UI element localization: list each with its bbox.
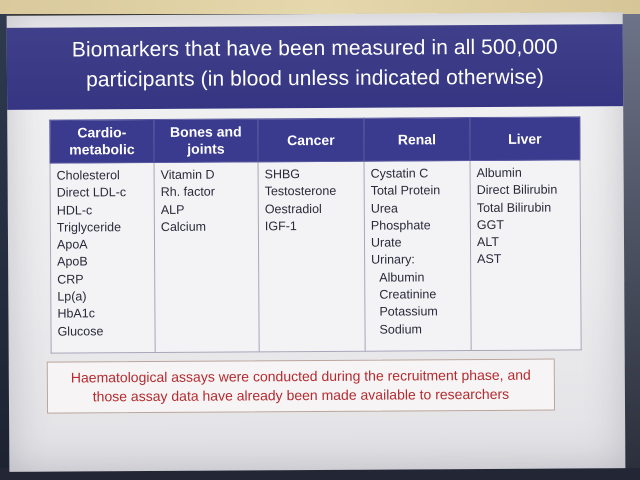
- list-item: IGF-1: [264, 219, 297, 234]
- list-item: GGT: [476, 217, 505, 232]
- list-item: HbA1c: [57, 306, 96, 321]
- list-item: Direct Bilirubin: [476, 182, 558, 198]
- list-item: Calcium: [160, 219, 207, 234]
- biomarker-table: Cardio- metabolic Bones and joints Cance…: [49, 116, 582, 354]
- slide-title: Biomarkers that have been measured in al…: [71, 35, 558, 92]
- list-item: Total Bilirubin: [476, 200, 552, 215]
- list-item: Urinary:: [371, 252, 415, 268]
- list-item: Potassium: [379, 304, 438, 319]
- column-cardiometabolic: Cholesterol Direct LDL-c HDL-c Triglycer…: [50, 162, 156, 354]
- header-renal: Renal: [363, 117, 471, 162]
- list-item: Lp(a): [57, 289, 87, 304]
- note-box: Haematological assays were conducted dur…: [46, 358, 556, 414]
- room-right-edge: [622, 14, 640, 480]
- list-item: ALT: [476, 235, 500, 250]
- list-item: ApoA: [56, 237, 88, 252]
- list-item: Albumin: [379, 270, 425, 285]
- table-header-row: Cardio- metabolic Bones and joints Cance…: [49, 116, 581, 164]
- list-item: ApoB: [57, 254, 88, 270]
- list-item: Phosphate: [370, 218, 431, 233]
- list-item: HDL-c: [56, 202, 93, 218]
- list-item: Direct LDL-c: [56, 185, 127, 200]
- list-item: Cystatin C: [370, 166, 429, 181]
- list-item: Rh. factor: [160, 184, 215, 200]
- list-item: Urate: [370, 235, 402, 250]
- wall-background: [0, 0, 640, 14]
- list-item: AST: [477, 252, 502, 267]
- note-text: Haematological assays were conducted dur…: [70, 366, 531, 405]
- header-cancer: Cancer: [257, 118, 365, 162]
- list-item: Total Protein: [370, 183, 441, 198]
- list-item: Triglyceride: [56, 220, 122, 235]
- list-item: Oestradiol: [264, 201, 322, 216]
- column-bones-joints: Vitamin D Rh. factor ALP Calcium: [154, 161, 260, 353]
- list-item: SHBG: [264, 167, 301, 182]
- header-liver: Liver: [469, 116, 581, 161]
- list-item: Sodium: [379, 322, 422, 337]
- list-item: Creatinine: [379, 287, 437, 302]
- column-cancer: SHBG Testosterone Oestradiol IGF-1: [258, 161, 366, 352]
- room-left-edge: [0, 14, 10, 480]
- list-item: Cholesterol: [56, 168, 120, 183]
- list-item: Testosterone: [264, 184, 337, 199]
- list-item: Urea: [370, 201, 398, 216]
- table-body-row: Cholesterol Direct LDL-c HDL-c Triglycer…: [50, 159, 582, 354]
- list-item: Glucose: [57, 323, 104, 339]
- list-item: ALP: [160, 202, 185, 217]
- header-cardiometabolic: Cardio- metabolic: [49, 119, 155, 164]
- list-item: CRP: [57, 272, 84, 287]
- projected-slide: Biomarkers that have been measured in al…: [6, 12, 626, 472]
- column-liver: Albumin Direct Bilirubin Total Bilirubin…: [470, 159, 582, 351]
- list-item: Vitamin D: [160, 167, 215, 182]
- header-bones-joints: Bones and joints: [153, 118, 259, 163]
- room-floor-edge: [0, 468, 640, 480]
- column-renal: Cystatin C Total Protein Urea Phosphate …: [364, 160, 472, 352]
- list-item: Albumin: [476, 165, 522, 181]
